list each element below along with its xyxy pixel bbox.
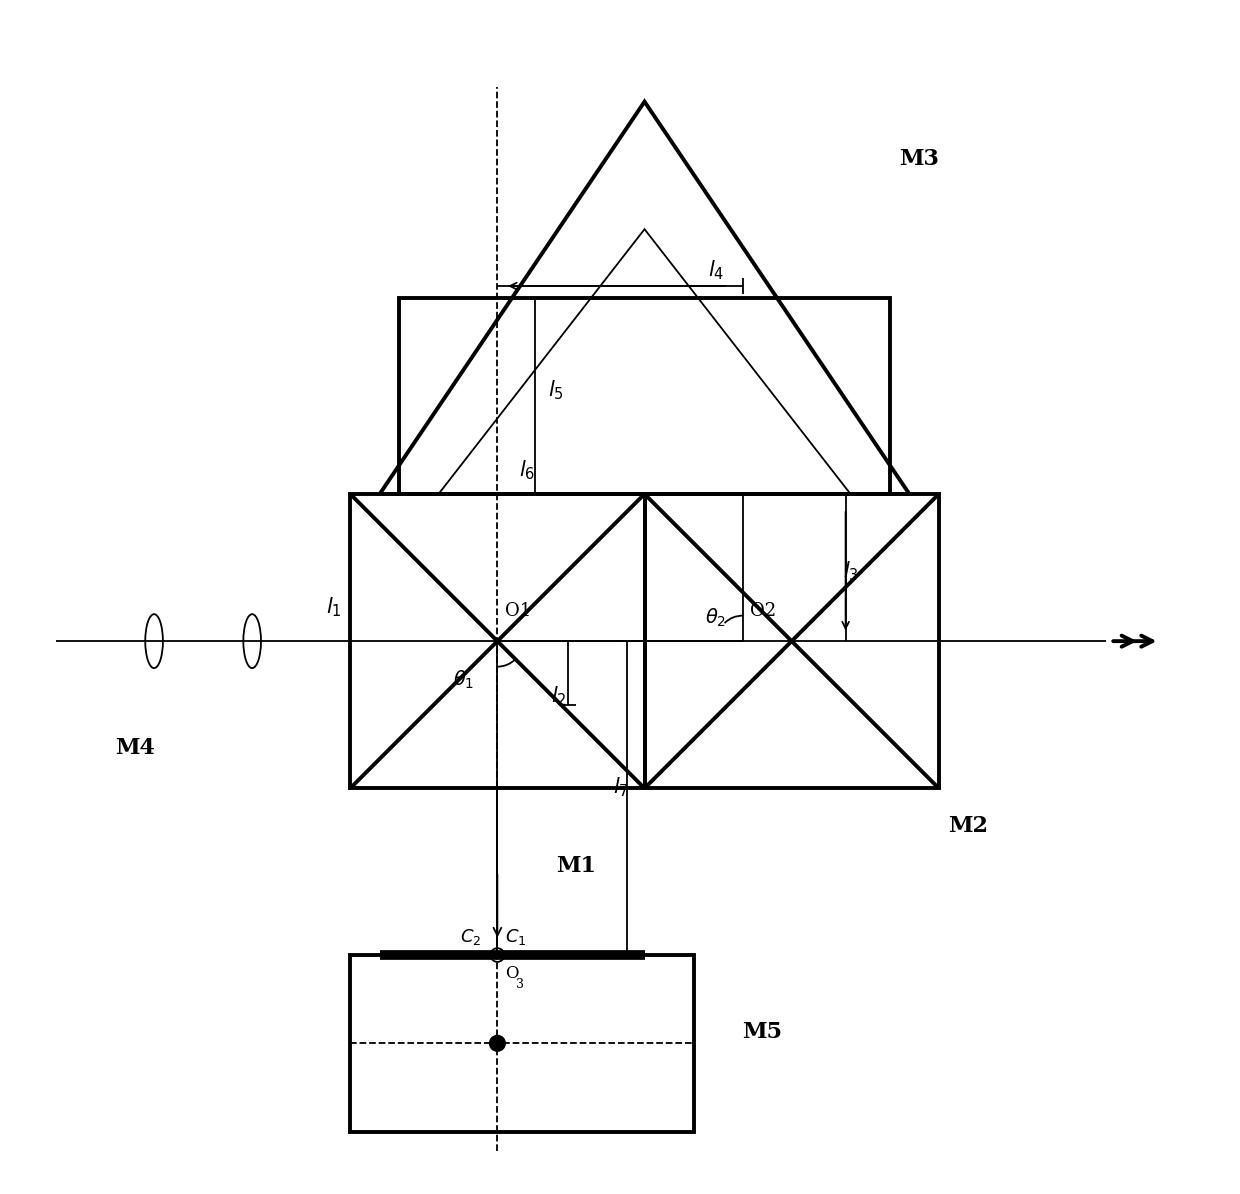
Text: $l_7$: $l_7$ (613, 775, 629, 799)
Circle shape (490, 1035, 505, 1051)
Bar (399, 297, 890, 494)
Text: $l_3$: $l_3$ (843, 559, 858, 583)
Text: 3: 3 (516, 978, 525, 991)
Text: $\theta_1$: $\theta_1$ (454, 669, 475, 690)
Text: O1: O1 (505, 602, 532, 620)
Text: M4: M4 (115, 737, 155, 759)
Text: M3: M3 (899, 148, 940, 171)
Text: $l_4$: $l_4$ (708, 258, 724, 282)
Text: M1: M1 (557, 855, 596, 876)
Text: O2: O2 (750, 602, 776, 620)
Bar (350, 494, 645, 788)
Bar (350, 955, 693, 1132)
Text: $l_2$: $l_2$ (552, 684, 567, 708)
Text: M2: M2 (949, 816, 988, 837)
Bar (645, 494, 939, 788)
Text: $l_6$: $l_6$ (520, 458, 536, 482)
Text: O: O (505, 966, 518, 983)
Text: M5: M5 (743, 1021, 782, 1044)
Text: $\theta_2$: $\theta_2$ (706, 607, 727, 629)
Text: $C_2$: $C_2$ (460, 928, 481, 947)
Text: $l_1$: $l_1$ (326, 596, 341, 620)
Text: $C_1$: $C_1$ (505, 928, 527, 947)
Text: $l_5$: $l_5$ (548, 378, 564, 401)
